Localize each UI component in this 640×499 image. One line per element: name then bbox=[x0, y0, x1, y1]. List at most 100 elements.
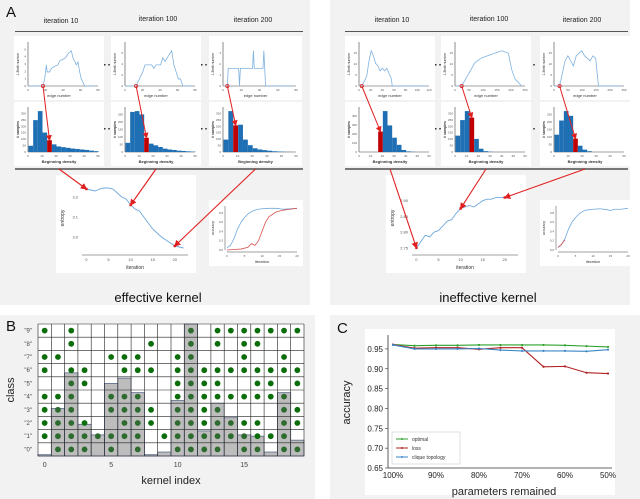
y-tick-label: 0.8 bbox=[550, 211, 555, 215]
class-dot bbox=[281, 367, 287, 374]
class-dot bbox=[281, 393, 287, 400]
y-tick-label: 5 bbox=[451, 73, 453, 77]
effective-betti-plot-iter100: 0 20 40 60 80 0 2 4 6 edge number 1-Betti number bbox=[111, 36, 201, 100]
x-tick-label: 0 bbox=[415, 257, 418, 262]
class-dot bbox=[174, 420, 181, 426]
class-dot bbox=[41, 393, 48, 400]
x-tick-label: 100 bbox=[480, 88, 485, 92]
y-tick-label: 50 bbox=[23, 144, 27, 148]
x-tick-label: 30 bbox=[165, 154, 169, 158]
y-tick-label: 150 bbox=[118, 128, 123, 132]
x-tick-label: 50 bbox=[416, 154, 420, 158]
histogram-bar bbox=[181, 150, 187, 152]
y-axis-label: accuracy bbox=[211, 221, 215, 235]
y-tick-label: 0.70 bbox=[367, 444, 383, 453]
histogram-bar bbox=[84, 149, 90, 152]
class-dot bbox=[148, 420, 154, 426]
betti-curve bbox=[223, 50, 293, 87]
histogram-bar bbox=[483, 151, 489, 152]
y-tick-label: 0.4 bbox=[550, 229, 555, 233]
y-tick-label: 2 bbox=[24, 69, 26, 73]
class-tick-label: "7" bbox=[24, 355, 32, 361]
y-tick-label: 100 bbox=[352, 141, 357, 145]
x-axis-label: Beginning density bbox=[568, 159, 603, 164]
ineffective-header-rule bbox=[345, 31, 628, 32]
class-tick-label: "0" bbox=[24, 447, 32, 453]
series-point bbox=[606, 348, 610, 351]
kernel-bar bbox=[157, 451, 172, 457]
class-dot bbox=[267, 327, 274, 334]
y-tick-label: 100 bbox=[448, 137, 453, 141]
histogram-bar bbox=[257, 149, 263, 152]
y-tick-label: 4 bbox=[121, 62, 123, 66]
y-tick-label: 0.4 bbox=[219, 229, 224, 233]
class-dot bbox=[68, 406, 75, 413]
histogram-bar bbox=[75, 148, 80, 152]
class-dot bbox=[281, 420, 287, 426]
series-point bbox=[585, 345, 588, 348]
y-tick-label: 3.2 bbox=[72, 195, 78, 200]
x-tick-label: 0 bbox=[226, 254, 228, 258]
x-tick-label: 0 bbox=[222, 88, 224, 92]
x-tick-label: 15 bbox=[609, 254, 613, 258]
y-tick-label: 200 bbox=[352, 132, 357, 136]
class-dot bbox=[81, 380, 88, 387]
x-tick-label: 80 bbox=[96, 88, 100, 92]
x-tick-label: 100 bbox=[579, 88, 584, 92]
class-dot bbox=[174, 446, 181, 453]
histogram-bar bbox=[587, 151, 592, 152]
histogram-bar bbox=[176, 150, 182, 152]
y-tick-label: 0 bbox=[24, 84, 26, 88]
class-dot bbox=[148, 340, 154, 347]
y-tick-label: 0.0 bbox=[219, 248, 224, 252]
y-tick-label: 3 bbox=[24, 62, 26, 66]
class-dot bbox=[201, 433, 208, 440]
class-dot bbox=[294, 327, 301, 334]
series-point bbox=[499, 349, 502, 352]
series-point bbox=[413, 347, 416, 351]
kernel-class-grid-chart: "0" "1" "2" "3" "4" "5" "6" "7" "8" "9" 0 5 10 15 kern… bbox=[5, 323, 305, 487]
class-dot bbox=[68, 433, 75, 440]
class-dot bbox=[227, 367, 234, 374]
histogram-bar bbox=[125, 142, 131, 152]
betti-curve bbox=[28, 50, 95, 87]
class-dot bbox=[174, 354, 181, 360]
effective-ellipsis-3: ··· bbox=[99, 124, 112, 135]
histogram-bar bbox=[401, 149, 407, 152]
class-dot bbox=[214, 367, 221, 374]
entropy-marker bbox=[129, 203, 132, 207]
ineffective-betti-plot-iter200: 0 50 100 150 200 250 0 5 10 15 edge number 1-Betti … bbox=[540, 36, 630, 100]
class-dot bbox=[254, 340, 261, 347]
histogram-bar bbox=[79, 149, 85, 152]
x-tick-label: 0 bbox=[27, 88, 29, 92]
series-point bbox=[563, 365, 567, 368]
x-axis-label: iteration bbox=[586, 259, 600, 264]
class-dot bbox=[214, 433, 221, 440]
class-dot bbox=[174, 406, 181, 413]
x-tick-label: 60% bbox=[557, 471, 573, 480]
y-tick-label: 15 bbox=[354, 51, 358, 55]
y-axis-label: # samples bbox=[347, 121, 351, 138]
x-tick-label: 250 bbox=[522, 88, 527, 92]
x-tick-label: 60 bbox=[176, 88, 180, 92]
x-tick-label: 20 bbox=[503, 257, 508, 262]
class-tick-label: "9" bbox=[24, 329, 32, 335]
effective-header-iter10: iteration 10 bbox=[43, 18, 79, 25]
panel-label-a: A bbox=[6, 4, 17, 21]
y-tick-label: 5 bbox=[550, 73, 552, 77]
x-tick-label: 50 bbox=[622, 154, 626, 158]
x-tick-label: 70% bbox=[514, 471, 530, 480]
class-tick-label: "8" bbox=[24, 342, 32, 348]
x-tick-label: 10 bbox=[128, 257, 133, 262]
x-tick-label: 20 bbox=[44, 88, 48, 92]
y-tick-label: 3.0 bbox=[72, 235, 78, 240]
x-axis-label: Beginning density bbox=[469, 159, 504, 164]
ineffective-entropy-plot: 0 5 10 15 20 2.75 2.80 2.85 2.90 iteration entropy bbox=[386, 175, 526, 273]
histogram-bar bbox=[42, 132, 48, 152]
class-dot bbox=[81, 433, 88, 440]
class-dot bbox=[214, 327, 221, 334]
class-dot bbox=[227, 327, 234, 334]
class-dot bbox=[55, 420, 61, 426]
series-point bbox=[585, 371, 588, 374]
series-point bbox=[499, 343, 502, 347]
